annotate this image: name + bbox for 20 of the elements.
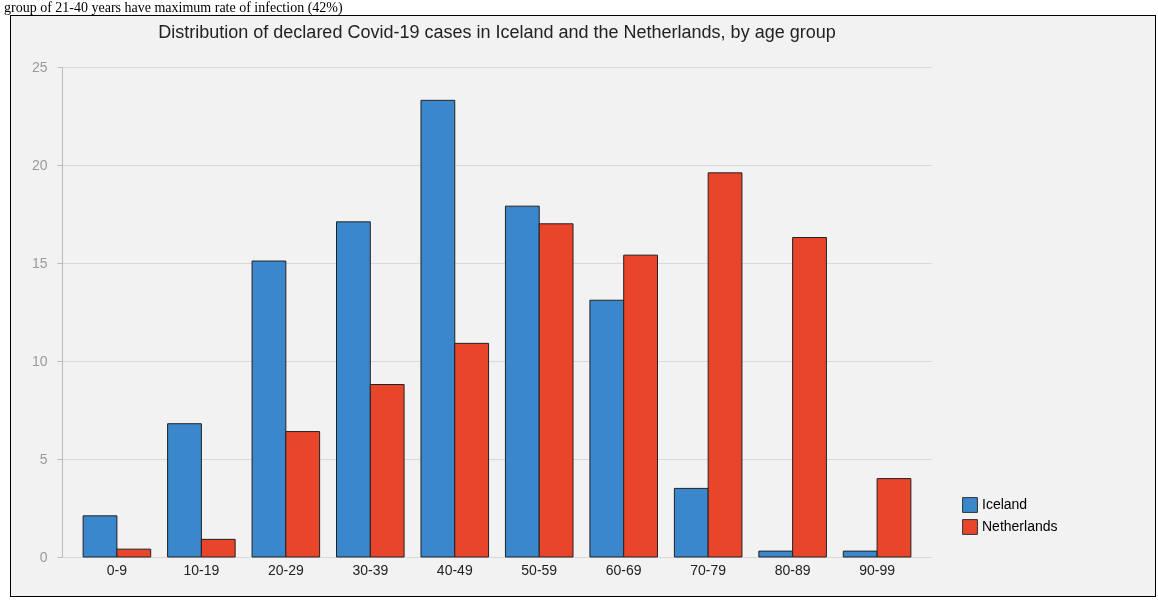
x-tick-label: 40-49 [436, 561, 473, 578]
x-tick-label: 70-79 [690, 561, 727, 578]
y-tick-label: 25 [31, 58, 48, 75]
y-tick-label: 0 [39, 548, 48, 565]
x-tick-label: 30-39 [352, 561, 389, 578]
y-tick-label: 15 [31, 254, 48, 271]
x-tick-label: 20-29 [267, 561, 304, 578]
y-tick-label: 5 [39, 450, 48, 467]
x-tick-label: 90-99 [859, 561, 896, 578]
y-tick-label: 10 [31, 352, 48, 369]
legend-label: Iceland [982, 496, 1028, 512]
x-tick-label: 10-19 [183, 561, 220, 578]
legend-label: Netherlands [982, 518, 1058, 534]
chart-title: Distribution of declared Covid-19 cases in Iceland and the Netherlands, by age group [158, 22, 836, 42]
x-tick-label: 0-9 [106, 561, 128, 578]
y-tick-label: 20 [31, 156, 48, 173]
x-tick-label: 60-69 [605, 561, 642, 578]
text: group of 21-40 years have maximum rate of infection (42%) [3, 0, 344, 15]
x-tick-label: 50-59 [521, 561, 558, 578]
x-tick-label: 80-89 [774, 561, 811, 578]
